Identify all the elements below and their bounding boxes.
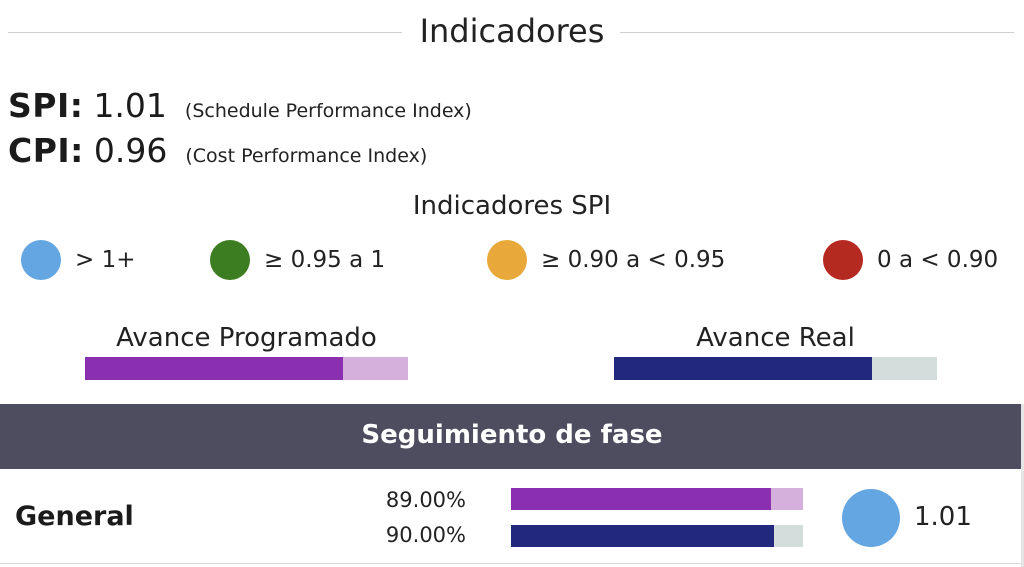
avance-real-bar: [614, 357, 937, 380]
row-real-fill: [511, 525, 774, 547]
avance-real-fill: [614, 357, 873, 380]
scroll-edge: [1021, 404, 1024, 567]
bottom-divider: [0, 563, 1024, 564]
legend-label: 0 a < 0.90: [877, 247, 999, 273]
legend-dot-blue: [21, 240, 61, 280]
row-programado-fill: [511, 488, 771, 510]
legend-title: Indicadores SPI: [412, 191, 612, 221]
legend-item-on-track: ≥ 0.95 a 1: [210, 240, 385, 280]
legend-dot-red: [823, 240, 863, 280]
programado-percent: 89.00%: [385, 488, 466, 512]
row-programado-bar: [511, 488, 803, 510]
spi-key: SPI:: [8, 86, 84, 125]
legend-label: ≥ 0.95 a 1: [264, 247, 386, 273]
spi-metric: SPI: 1.01 (Schedule Performance Index): [8, 86, 472, 125]
avance-real-label: Avance Real: [696, 323, 855, 353]
legend-item-critical: 0 a < 0.90: [823, 240, 998, 280]
phase-name: General: [15, 501, 134, 532]
avance-programado-fill: [85, 357, 344, 380]
legend-item-above-one: > 1+: [21, 240, 136, 280]
avance-real-remaining: [872, 357, 937, 380]
spi-value: 1.01: [93, 86, 167, 125]
legend-label: > 1+: [75, 247, 136, 273]
row-real-bar: [511, 525, 803, 547]
legend-item-warning: ≥ 0.90 a < 0.95: [487, 240, 725, 280]
section-title: Seguimiento de fase: [361, 420, 663, 450]
header-divider-left: [8, 32, 402, 33]
avance-programado-remaining: [343, 357, 408, 380]
spi-status-dot: [842, 489, 900, 547]
page-title: Indicadores: [419, 12, 605, 50]
spi-status-value: 1.01: [914, 502, 972, 532]
legend-dot-green: [210, 240, 250, 280]
spi-description: (Schedule Performance Index): [184, 100, 472, 122]
row-real-remaining: [773, 525, 803, 547]
row-programado-remaining: [770, 488, 803, 510]
avance-programado-bar: [85, 357, 408, 380]
real-percent: 90.00%: [385, 523, 466, 547]
cpi-key: CPI:: [8, 131, 84, 170]
legend-dot-orange: [487, 240, 527, 280]
cpi-metric: CPI: 0.96 (Cost Performance Index): [8, 131, 427, 170]
cpi-value: 0.96: [93, 131, 168, 170]
section-header: [0, 404, 1024, 469]
legend-label: ≥ 0.90 a < 0.95: [541, 247, 726, 273]
header-divider-right: [620, 32, 1014, 33]
avance-programado-label: Avance Programado: [116, 323, 377, 353]
cpi-description: (Cost Performance Index): [185, 145, 428, 167]
